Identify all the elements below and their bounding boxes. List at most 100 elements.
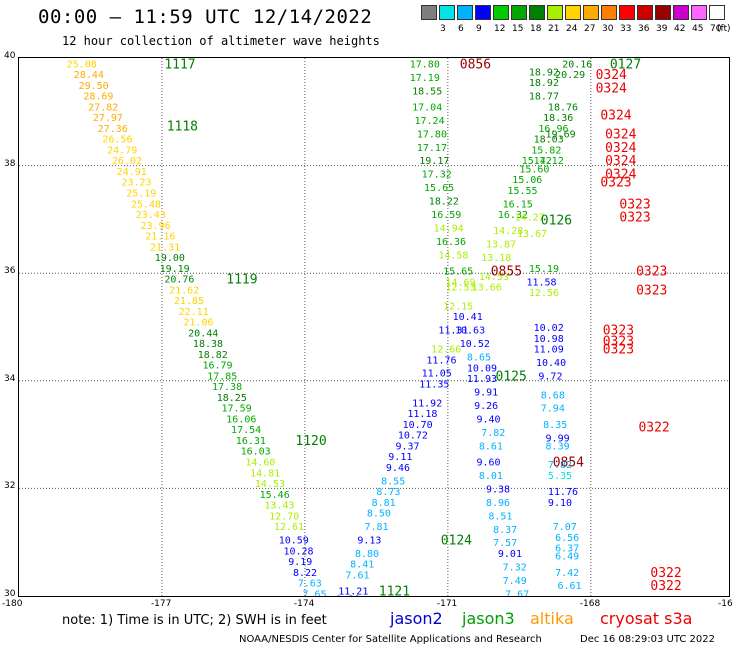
pass-time-label: 0124: [441, 534, 472, 549]
pass-time-label: 0322: [650, 579, 681, 594]
wave-height-value: 9.01: [498, 549, 522, 560]
wave-height-value: 11.76: [548, 487, 578, 498]
legend-swatch: [439, 5, 455, 20]
wave-height-value: 19.00: [155, 253, 185, 264]
wave-height-value: 18.03: [534, 135, 564, 146]
wave-height-value: 7.61: [345, 570, 369, 581]
lat-tick-label: 30: [4, 589, 16, 599]
pass-time-label: 0854: [553, 456, 584, 471]
pass-time-label: 0324: [605, 127, 636, 142]
legend-swatch: [619, 5, 635, 20]
legend-swatch: [529, 5, 545, 20]
wave-height-value: 10.70: [403, 420, 433, 431]
pass-time-label: 1120: [295, 434, 326, 449]
wave-height-value: 9.72: [538, 371, 562, 382]
wave-height-value: 18.55: [412, 86, 442, 97]
wave-height-value: 18.92: [529, 67, 559, 78]
wave-height-value: 16.96: [538, 124, 568, 135]
pass-time-label: 1121: [379, 585, 410, 596]
wave-height-value: 17.59: [222, 404, 252, 415]
pass-time-label: 0323: [603, 324, 634, 339]
wave-height-value: 15.55: [507, 186, 537, 197]
wave-height-value: 9.40: [476, 414, 500, 425]
wave-height-value: 9.60: [476, 458, 500, 469]
wave-height-value: 16.31: [236, 436, 266, 447]
satellite-label: jason3: [462, 609, 515, 628]
wave-height-value: 17.17: [417, 143, 447, 154]
wave-height-value: 15.46: [260, 490, 290, 501]
wave-height-value: 15.60: [519, 164, 549, 175]
pass-time-label: 0323: [636, 265, 667, 280]
wave-height-value: 16.15: [503, 199, 533, 210]
wave-height-value: 14.60: [245, 458, 275, 469]
wave-height-value: 6.37: [555, 544, 579, 555]
wave-height-value: 7.94: [541, 404, 565, 415]
wave-height-value: 9.46: [386, 463, 410, 474]
wave-height-value: 8.61: [479, 441, 503, 452]
credit-line: NOAA/NESDIS Center for Satellite Applica…: [239, 634, 542, 645]
wave-height-value: 7.82: [481, 428, 505, 439]
legend-swatch-label: 3: [440, 24, 446, 34]
lon-tick-label: -171: [436, 599, 458, 609]
legend-swatch-label: 36: [638, 24, 650, 34]
wave-height-value: 24.91: [117, 167, 147, 178]
legend-swatch-label: 33: [620, 24, 632, 34]
wave-height-value: 18.38: [193, 339, 223, 350]
wave-height-value: 11.58: [526, 277, 556, 288]
wave-height-value: 8.96: [486, 498, 510, 509]
wave-height-value: 18.92: [529, 78, 559, 89]
wave-height-value: 14.53: [255, 479, 285, 490]
wave-height-value: 15.19: [529, 264, 559, 275]
wave-height-value: 7.63: [298, 579, 322, 590]
legend-swatch-label: 27: [584, 24, 596, 34]
wave-height-value: 16.03: [241, 447, 271, 458]
legend-swatch-label: 6: [458, 24, 464, 34]
legend-swatch-label: 18: [530, 24, 542, 34]
wave-height-value: 14.53: [479, 272, 509, 283]
lat-tick-label: 40: [4, 51, 16, 61]
wave-height-value: 13.87: [486, 240, 516, 251]
wave-height-value: 19.19: [160, 264, 190, 275]
wave-height-value: 17.19: [410, 73, 440, 84]
wave-height-value: 8.68: [541, 390, 565, 401]
wave-height-value: 17.80: [410, 59, 440, 70]
wave-height-value: 10.63: [455, 326, 485, 337]
legend-swatch-label: 24: [566, 24, 578, 34]
wave-height-value: 10.28: [283, 546, 313, 557]
wave-height-value: 17.24: [415, 116, 445, 127]
wave-height-value: 12.70: [269, 511, 299, 522]
wave-height-value: 15.06: [512, 175, 542, 186]
legend-swatch-label: 70: [710, 24, 722, 34]
wave-height-value: 18.82: [198, 350, 228, 361]
pass-time-label: 0324: [605, 154, 636, 169]
legend-swatch: [475, 5, 491, 20]
pass-time-label: 0324: [600, 108, 631, 123]
wave-height-value: 12.61: [274, 522, 304, 533]
legend-swatch-label: 9: [476, 24, 482, 34]
wave-height-value: 28.44: [74, 70, 104, 81]
wave-height-value: 8.51: [488, 511, 512, 522]
wave-height-value: 10.09: [467, 363, 497, 374]
wave-height-value: 12.56: [529, 288, 559, 299]
wave-height-value: 9.11: [388, 452, 412, 463]
wave-height-value: 10.02: [534, 323, 564, 334]
pass-time-label: 0323: [636, 283, 667, 298]
wave-height-value: 17.38: [212, 382, 242, 393]
wave-height-value: 12.53: [445, 283, 475, 294]
wave-height-value: 17.12: [534, 156, 564, 167]
wave-height-value: 26.56: [102, 135, 132, 146]
wave-height-value: 16.59: [431, 210, 461, 221]
wave-height-value: 9.10: [548, 498, 572, 509]
wave-height-value: 10.41: [453, 312, 483, 323]
wave-height-value: 7.65: [303, 589, 327, 596]
wave-height-value: 25.19: [126, 189, 156, 200]
pass-time-label: 0323: [603, 334, 634, 349]
pass-time-label: 0323: [619, 197, 650, 212]
wave-height-value: 23.43: [136, 210, 166, 221]
wave-height-value: 7.81: [364, 522, 388, 533]
wave-height-value: 16.36: [436, 237, 466, 248]
wave-height-value: 22.11: [179, 307, 209, 318]
legend-swatch: [511, 5, 527, 20]
wave-height-value: 28.69: [83, 92, 113, 103]
legend-swatch: [655, 5, 671, 20]
